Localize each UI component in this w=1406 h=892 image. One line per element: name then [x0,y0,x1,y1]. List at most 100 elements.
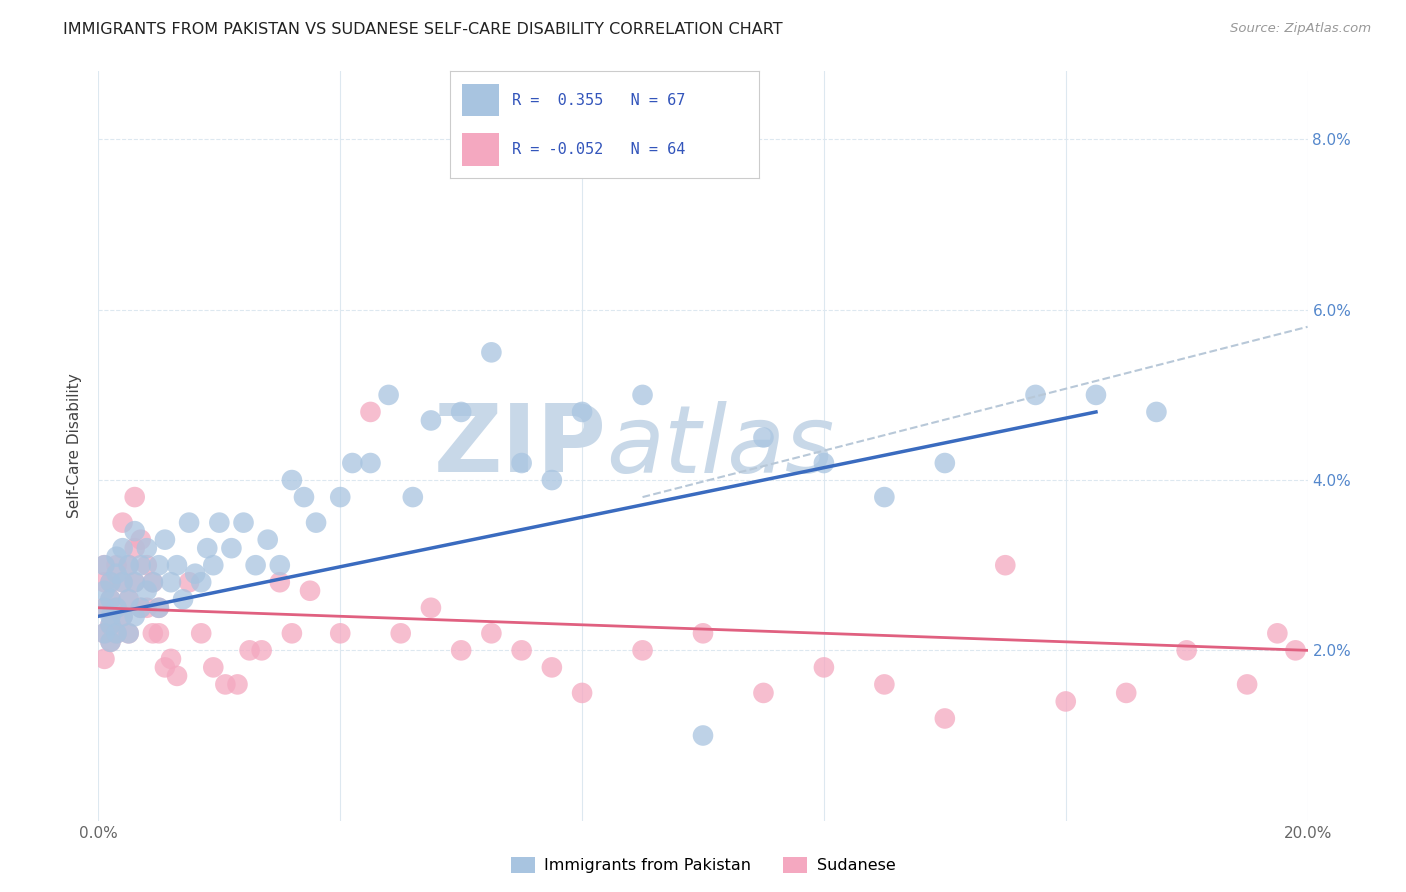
Point [873,490,896,504]
Point [166,669,188,683]
Point [752,686,775,700]
Point [93,558,115,573]
Point [377,388,399,402]
Point [93,583,115,598]
Text: atlas: atlas [606,401,835,491]
Point [450,405,472,419]
Point [135,600,157,615]
Point [226,677,249,691]
Point [105,566,128,581]
Point [118,626,141,640]
Point [153,533,176,547]
Text: R =  0.355   N = 67: R = 0.355 N = 67 [512,93,685,108]
Point [292,490,315,504]
Point [450,643,472,657]
Point [179,575,201,590]
Point [111,575,134,590]
Point [481,345,503,359]
Text: IMMIGRANTS FROM PAKISTAN VS SUDANESE SELF-CARE DISABILITY CORRELATION CHART: IMMIGRANTS FROM PAKISTAN VS SUDANESE SEL… [63,22,783,37]
Point [873,677,896,691]
Point [100,592,122,607]
Point [510,643,533,657]
Point [202,558,225,573]
Point [202,660,225,674]
Point [111,609,134,624]
Point [118,592,141,607]
Point [93,626,115,640]
Point [239,643,262,657]
Point [221,541,243,556]
Point [281,626,304,640]
Point [172,592,194,607]
Point [190,626,212,640]
Point [250,643,273,657]
Point [111,609,134,624]
Point [93,626,115,640]
Point [179,516,201,530]
Point [124,575,146,590]
Point [420,413,443,427]
Point [118,558,141,573]
Point [105,600,128,615]
Point [166,558,188,573]
Point [934,456,956,470]
Point [752,430,775,444]
Point [142,575,165,590]
Point [360,456,382,470]
Point [342,456,364,470]
Point [195,541,218,556]
Point [269,558,291,573]
Point [93,600,115,615]
Point [813,456,835,470]
Point [1115,686,1137,700]
Point [481,626,503,640]
Point [571,405,593,419]
Point [245,558,267,573]
Point [1054,694,1077,708]
Point [1267,626,1289,640]
Point [184,566,207,581]
Point [934,711,956,725]
Point [93,600,115,615]
Point [93,575,115,590]
Point [281,473,304,487]
Point [269,575,291,590]
Point [1085,388,1108,402]
Point [105,626,128,640]
Point [208,516,231,530]
Point [329,626,352,640]
Point [100,592,122,607]
Point [100,635,122,649]
Point [631,643,654,657]
Point [118,558,141,573]
Point [105,600,128,615]
Point [1024,388,1046,402]
Point [329,490,352,504]
Point [160,575,183,590]
Text: ZIP: ZIP [433,400,606,492]
Point [232,516,254,530]
Point [129,600,152,615]
Point [129,600,152,615]
Point [160,652,183,666]
Point [214,677,236,691]
Point [100,609,122,624]
Point [148,626,170,640]
Point [100,575,122,590]
Point [540,660,562,674]
Point [124,575,146,590]
Point [389,626,412,640]
Point [100,635,122,649]
Point [111,575,134,590]
Point [692,626,714,640]
Point [190,575,212,590]
FancyBboxPatch shape [463,84,499,116]
Point [93,558,115,573]
Point [402,490,425,504]
Point [111,516,134,530]
Point [124,490,146,504]
Point [111,541,134,556]
Point [129,558,152,573]
Point [142,575,165,590]
Point [105,558,128,573]
